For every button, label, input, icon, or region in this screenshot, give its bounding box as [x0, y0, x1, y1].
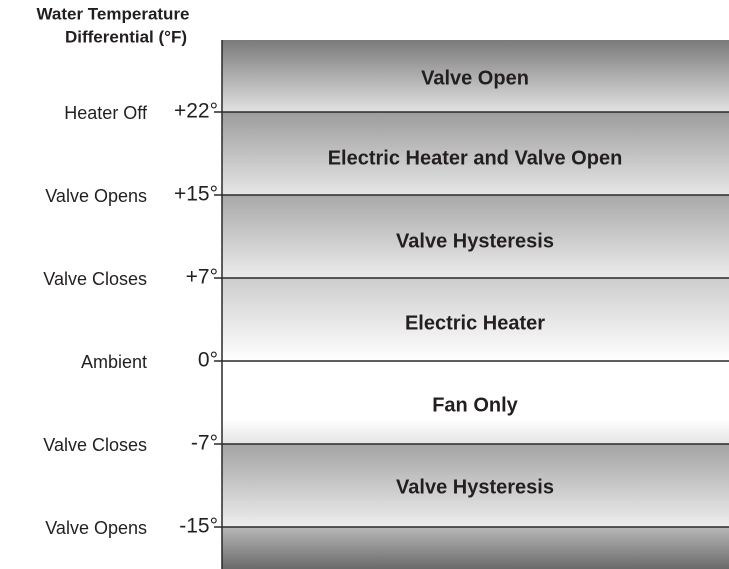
level-value: -15°: [179, 515, 218, 538]
level-value: -7°: [191, 432, 218, 455]
band-bg: [222, 361, 729, 444]
level-label: Ambient: [81, 352, 147, 372]
level-label: Valve Closes: [43, 435, 147, 455]
band-bg: [222, 278, 729, 361]
bands: [221, 40, 729, 569]
band-bg: [222, 444, 729, 527]
band-bg: [222, 527, 729, 569]
level-value: +22°: [174, 100, 218, 123]
band-label: Valve Hysteresis: [396, 476, 554, 498]
band-label: Fan Only: [432, 394, 518, 416]
title: Water Temperature: [36, 4, 189, 23]
band-label: Valve Open: [421, 67, 529, 89]
band-bg: [222, 112, 729, 195]
band-bg: [222, 195, 729, 278]
title: Differential (°F): [65, 27, 187, 46]
band-label: Electric Heater and Valve Open: [328, 147, 623, 169]
band-bg: [222, 40, 729, 112]
band-label: Valve Hysteresis: [396, 230, 554, 252]
level-value: 0°: [198, 349, 218, 372]
level-label: Valve Closes: [43, 269, 147, 289]
level-label: Valve Opens: [45, 186, 147, 206]
band-label: Electric Heater: [405, 312, 545, 334]
rules: [214, 111, 729, 528]
level-value: +7°: [186, 266, 218, 289]
level-value: +15°: [174, 183, 218, 206]
level-label: Heater Off: [64, 103, 148, 123]
level-label: Valve Opens: [45, 518, 147, 538]
